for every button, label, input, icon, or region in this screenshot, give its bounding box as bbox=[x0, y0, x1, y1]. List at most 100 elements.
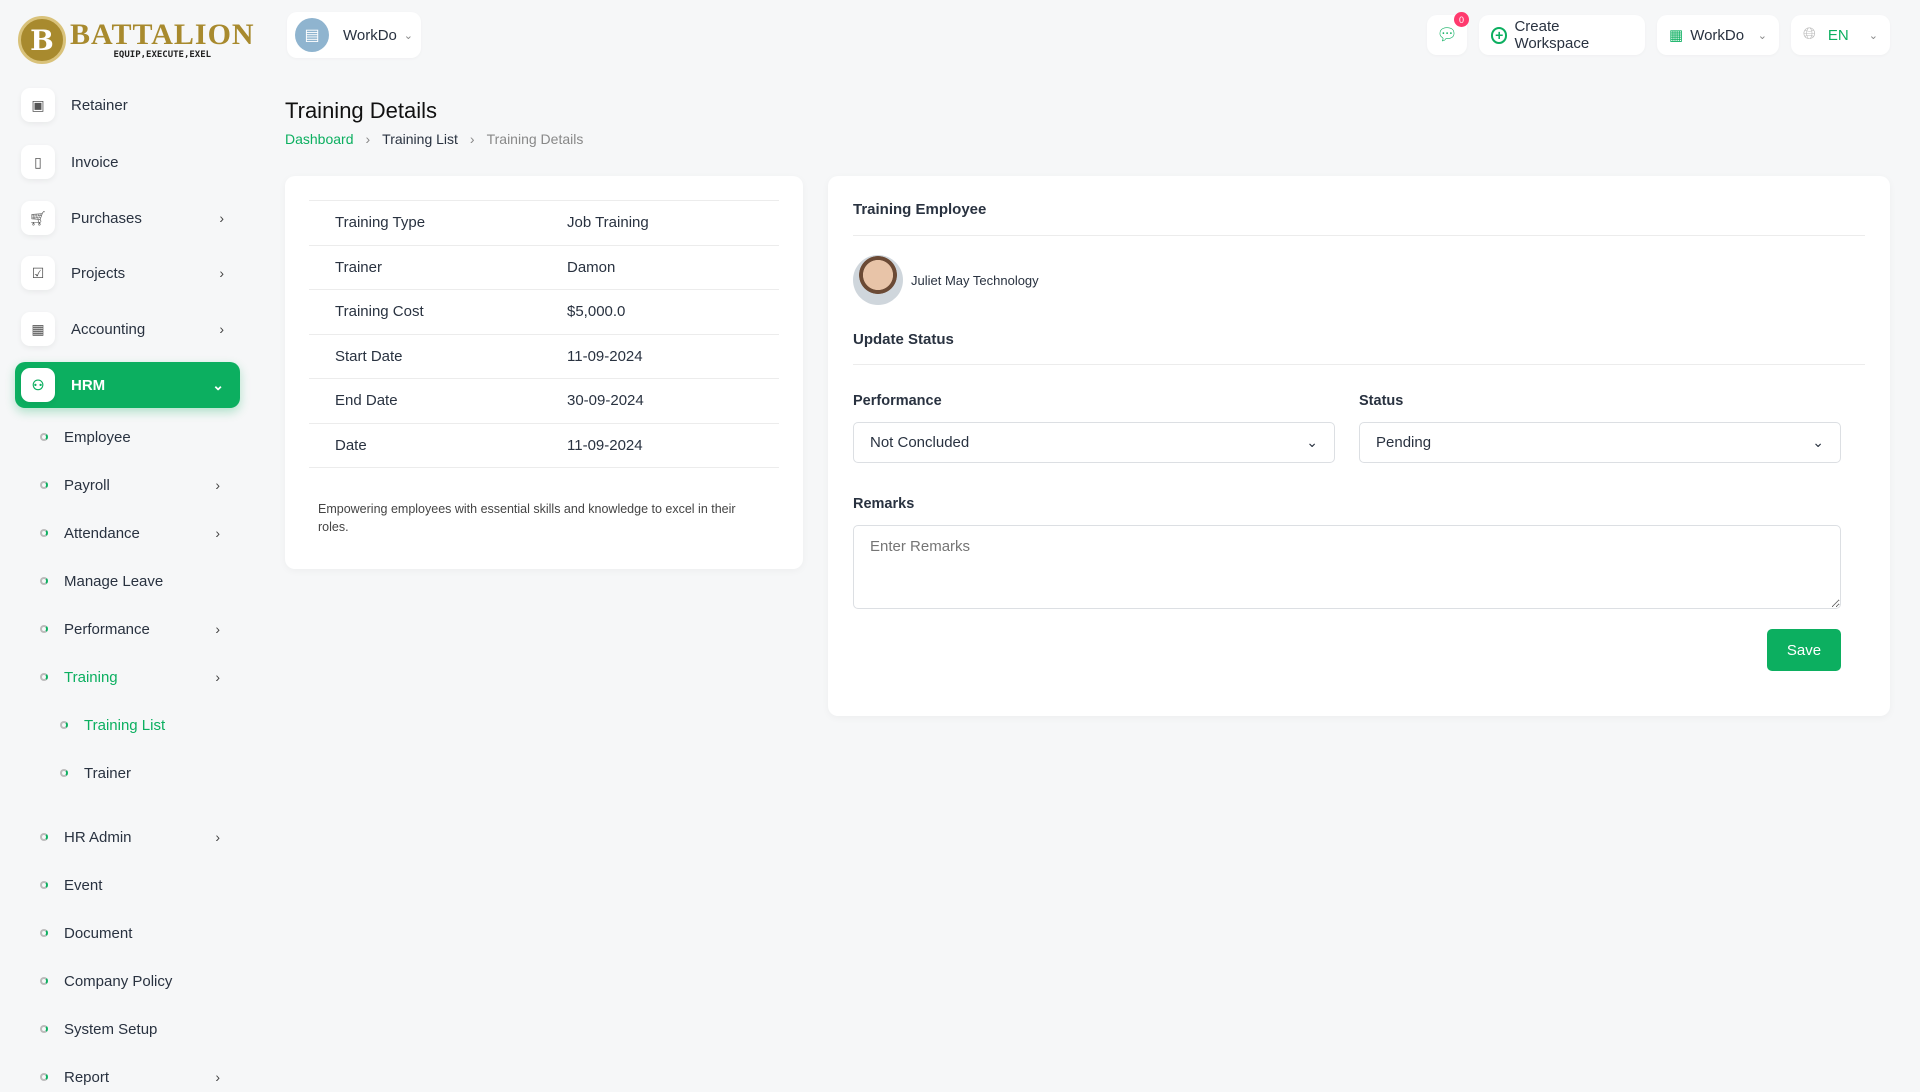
detail-value: 11-09-2024 bbox=[567, 436, 643, 454]
breadcrumb-dashboard[interactable]: Dashboard bbox=[285, 131, 354, 147]
workspace-dropdown[interactable]: ▤ WorkDo ⌄ bbox=[287, 12, 421, 58]
sidebar-training-subitem[interactable]: Trainer bbox=[60, 758, 230, 788]
sidebar-subitem[interactable]: Payroll › bbox=[40, 470, 230, 500]
chevron-right-icon: › bbox=[219, 265, 224, 281]
sidebar-subitem-label: Manage Leave bbox=[64, 572, 164, 590]
sidebar-subitem-label: Training List bbox=[84, 716, 166, 734]
breadcrumb-training-list[interactable]: Training List bbox=[382, 131, 458, 147]
save-icon: ▣ bbox=[21, 88, 55, 122]
chevron-down-icon: ⌄ bbox=[1868, 29, 1878, 42]
sidebar-label: Purchases bbox=[71, 209, 142, 227]
divider bbox=[853, 364, 1865, 365]
logo[interactable]: B BATTALION EQUIP,EXECUTE,EXEL bbox=[18, 16, 255, 64]
sidebar-subitem[interactable]: Company Policy bbox=[40, 966, 230, 996]
sidebar-subitem[interactable]: Employee bbox=[40, 422, 230, 452]
performance-value: Not Concluded bbox=[870, 434, 970, 451]
create-workspace-button[interactable]: + Create Workspace bbox=[1479, 15, 1645, 55]
language-dropdown[interactable]: 🌐︎ EN ⌄ bbox=[1791, 15, 1890, 55]
breadcrumb-current: Training Details bbox=[486, 131, 584, 147]
bullet-icon bbox=[40, 625, 48, 633]
chevron-right-icon: › bbox=[219, 321, 224, 337]
bullet-icon bbox=[40, 481, 48, 489]
detail-value: 11-09-2024 bbox=[567, 347, 643, 365]
chevron-right-icon: › bbox=[215, 1069, 220, 1085]
sidebar-item-hrm[interactable]: ⚇ HRM ⌄ bbox=[15, 362, 240, 408]
logo-title: BATTALION bbox=[70, 18, 255, 51]
bullet-icon bbox=[40, 433, 48, 441]
sidebar-subitem-label: Document bbox=[64, 924, 133, 942]
sidebar-subitem-label: Training bbox=[64, 668, 118, 686]
bullet-icon bbox=[40, 577, 48, 585]
chevron-right-icon: › bbox=[469, 131, 475, 147]
chevron-down-icon: ⌄ bbox=[1757, 29, 1767, 42]
sidebar-item-retainer[interactable]: ▣ Retainer bbox=[15, 82, 240, 128]
sidebar-label: HRM bbox=[71, 376, 106, 394]
sidebar-subitem[interactable]: Document bbox=[40, 918, 230, 948]
sidebar-item-invoice[interactable]: ▯ Invoice bbox=[15, 139, 240, 185]
chevron-right-icon: › bbox=[215, 621, 220, 637]
bullet-icon bbox=[40, 673, 48, 681]
status-value: Pending bbox=[1376, 434, 1432, 451]
detail-key: Training Type bbox=[335, 214, 426, 232]
sidebar-subitem-label: Report bbox=[64, 1068, 110, 1086]
sidebar-subitem[interactable]: Performance › bbox=[40, 614, 230, 644]
training-employee-card: Training Employee Juliet May Technology … bbox=[828, 176, 1890, 716]
sidebar-subitem-label: Event bbox=[64, 876, 103, 894]
sidebar-subitem[interactable]: Manage Leave bbox=[40, 566, 230, 596]
chat-icon: 💬︎ bbox=[1436, 25, 1458, 44]
sidebar-item-purchases[interactable]: 🛒︎ Purchases › bbox=[15, 195, 240, 241]
bullet-icon bbox=[40, 929, 48, 937]
update-status-heading: Update Status bbox=[853, 331, 954, 348]
bullet-icon bbox=[40, 1025, 48, 1033]
save-button[interactable]: Save bbox=[1767, 629, 1841, 671]
detail-value: $5,000.0 bbox=[567, 303, 626, 321]
sidebar-label: Accounting bbox=[71, 320, 146, 338]
sidebar-subitem[interactable]: Report › bbox=[40, 1062, 230, 1092]
sidebar-label: Invoice bbox=[71, 153, 119, 171]
detail-value: 30-09-2024 bbox=[567, 392, 644, 410]
detail-key: Trainer bbox=[335, 258, 382, 276]
chevron-right-icon: › bbox=[215, 669, 220, 685]
detail-row: Training Type Job Training bbox=[309, 200, 779, 245]
sidebar-subitem[interactable]: Attendance › bbox=[40, 518, 230, 548]
workspace-switch-dropdown[interactable]: ▦ WorkDo ⌄ bbox=[1657, 15, 1779, 55]
breadcrumb: Dashboard › Training List › Training Detai… bbox=[285, 131, 583, 147]
sidebar-subitem-label: Performance bbox=[64, 620, 150, 638]
checkbox-icon: ☑ bbox=[21, 256, 55, 290]
remarks-textarea[interactable] bbox=[853, 525, 1841, 609]
bullet-icon bbox=[60, 769, 68, 777]
sidebar-subitem[interactable]: Event bbox=[40, 870, 230, 900]
sidebar-training-subitem[interactable]: Training List bbox=[60, 710, 230, 740]
chevron-right-icon: › bbox=[219, 210, 224, 226]
plus-circle-icon: + bbox=[1491, 26, 1508, 44]
sidebar-label: Projects bbox=[71, 264, 126, 282]
bullet-icon bbox=[40, 881, 48, 889]
building-icon: ▤ bbox=[295, 18, 329, 52]
grid-icon: ▦ bbox=[21, 312, 55, 346]
chat-badge: 0 bbox=[1454, 12, 1469, 27]
sidebar-subitem[interactable]: HR Admin › bbox=[40, 822, 230, 852]
sidebar-subitem[interactable]: Training › bbox=[40, 662, 230, 692]
chat-button[interactable]: 💬︎ 0 bbox=[1427, 12, 1469, 55]
performance-select[interactable]: Not Concluded ⌄ bbox=[853, 422, 1335, 463]
training-details-card: Training Type Job Training Trainer Damon Tra… bbox=[285, 176, 803, 569]
employee-name[interactable]: Juliet May Technology bbox=[911, 273, 1039, 288]
bullet-icon bbox=[40, 833, 48, 841]
status-label: Status bbox=[1359, 393, 1404, 409]
chevron-right-icon: › bbox=[365, 131, 371, 147]
page-title: Training Details bbox=[285, 98, 438, 123]
chevron-right-icon: › bbox=[215, 829, 220, 845]
file-icon: ▯ bbox=[21, 145, 55, 179]
sidebar-item-accounting[interactable]: ▦ Accounting › bbox=[15, 306, 240, 352]
remarks-label: Remarks bbox=[853, 496, 915, 512]
workspace-name: WorkDo bbox=[343, 26, 397, 44]
sidebar-item-projects[interactable]: ☑ Projects › bbox=[15, 250, 240, 296]
training-employee-heading: Training Employee bbox=[853, 201, 987, 218]
apps-icon: ▦ bbox=[1669, 27, 1684, 44]
create-workspace-label: Create Workspace bbox=[1514, 18, 1590, 52]
divider bbox=[309, 467, 779, 468]
status-select[interactable]: Pending ⌄ bbox=[1359, 422, 1841, 463]
detail-value: Job Training bbox=[567, 214, 649, 232]
sidebar-subitem[interactable]: System Setup bbox=[40, 1014, 230, 1044]
cart-icon: 🛒︎ bbox=[21, 201, 55, 235]
